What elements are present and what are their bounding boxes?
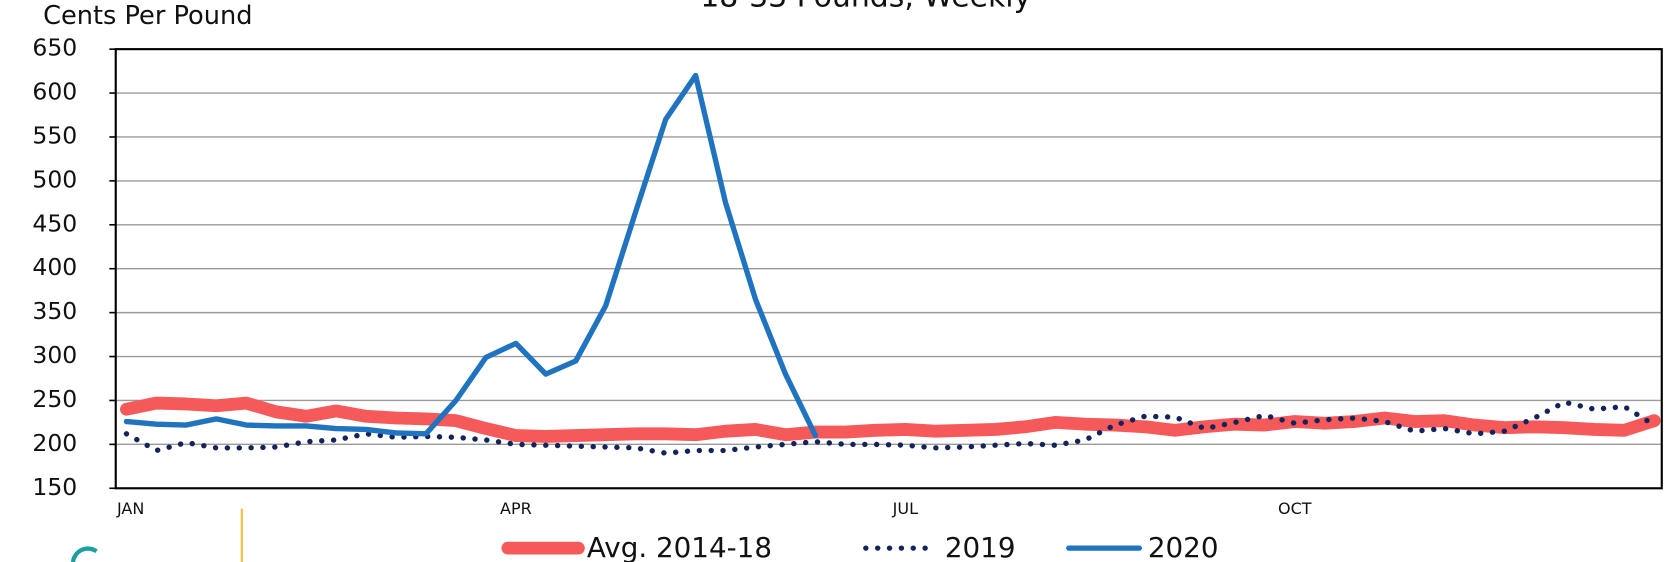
x-tick-label: JAN [116, 499, 144, 518]
y-tick-label: 500 [32, 165, 77, 193]
y-tick-label: 550 [32, 121, 77, 149]
x-tick-label: OCT [1278, 499, 1312, 518]
y-tick-label: 150 [32, 473, 77, 501]
y-tick-label: 250 [32, 385, 77, 413]
chart-title: 18-33 Pounds, Weekly [700, 0, 1031, 14]
y-tick-label: 450 [32, 209, 77, 237]
plot-border [114, 48, 1663, 490]
x-tick-label: JUL [892, 499, 918, 518]
y-tick-label: 200 [32, 429, 77, 457]
y-tick-label: 300 [32, 341, 77, 369]
series-line [120, 396, 1661, 443]
legend-label: 2019 [945, 531, 1016, 562]
y-tick-label: 650 [32, 34, 77, 62]
y-tick-label: 400 [32, 253, 77, 281]
y-tick-label: 350 [32, 297, 77, 325]
series-line [123, 399, 1657, 456]
series-line [123, 72, 819, 439]
y-axis-label: Cents Per Pound [43, 1, 252, 31]
legend-label: 2020 [1148, 531, 1219, 562]
x-tick-label: APR [500, 499, 532, 518]
decoration [70, 546, 98, 562]
legend-label: Avg. 2014-18 [587, 531, 772, 562]
y-tick-label: 600 [32, 78, 77, 106]
